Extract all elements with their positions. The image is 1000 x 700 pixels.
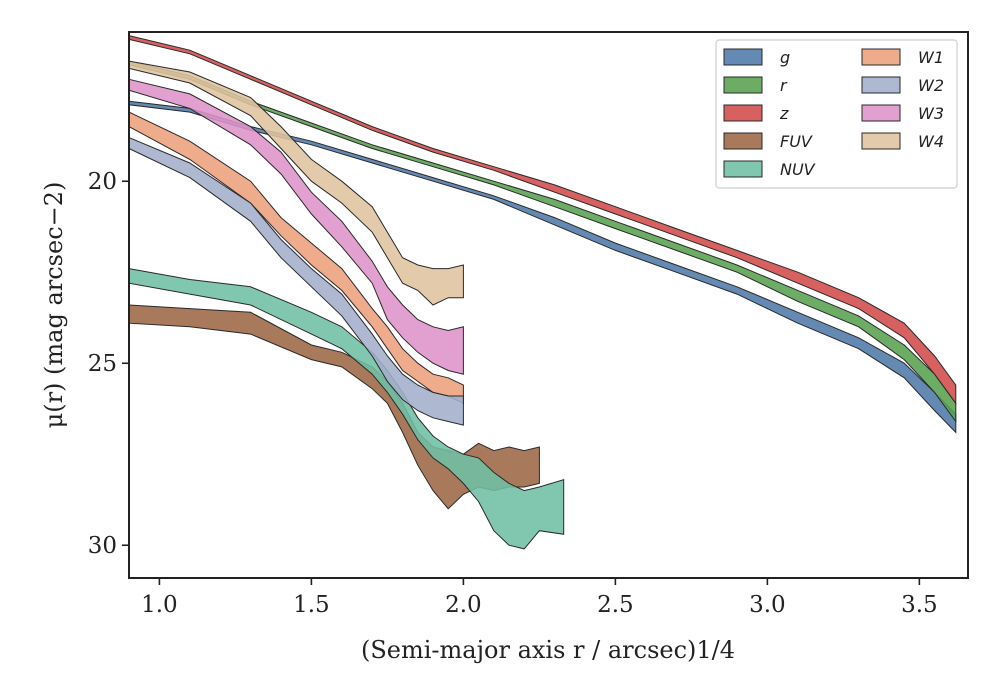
series-band-z: [128, 34, 957, 405]
x-tick-label: 3.0: [749, 592, 786, 618]
series-band-w2: [128, 136, 464, 426]
legend-item-fuv: FUV: [723, 132, 813, 151]
x-axis-title: (Semi-major axis r / arcsec)1/4: [361, 636, 735, 664]
series-band-w3: [128, 78, 464, 375]
legend-swatch: [723, 48, 763, 66]
legend-swatch: [861, 132, 901, 150]
legend-label: NUV: [780, 160, 816, 179]
legend-label: W1: [918, 48, 944, 67]
legend-label: g: [780, 48, 790, 67]
legend-swatch: [861, 104, 901, 122]
y-tick-label: 20: [88, 169, 117, 195]
y-axis: 20 25 30: [88, 169, 129, 559]
legend-swatch: [723, 104, 763, 122]
series-band-r: [128, 60, 957, 424]
legend-label: W4: [918, 132, 944, 151]
legend-item-w4: W4: [861, 132, 944, 151]
legend-label: W3: [918, 104, 944, 123]
legend-item-nuv: NUV: [723, 160, 816, 179]
legend-item-w1: W1: [861, 48, 944, 67]
legend-label: r: [780, 76, 788, 95]
legend-swatch: [861, 48, 901, 66]
legend-item-w2: W2: [861, 76, 944, 95]
legend-item-w3: W3: [861, 104, 944, 123]
legend-item-g: g: [723, 48, 790, 67]
legend-swatch: [723, 76, 763, 94]
x-tick-label: 1.0: [141, 592, 178, 618]
legend-label: z: [779, 104, 789, 123]
legend: grz FUV NUV W1 W2 W3 W4: [715, 39, 958, 189]
x-tick-label: 2.5: [597, 592, 634, 618]
x-tick-label: 3.5: [901, 592, 938, 618]
y-tick-label: 30: [88, 533, 117, 559]
legend-swatch: [723, 132, 763, 150]
y-tick-label: 25: [88, 351, 117, 377]
y-axis-title: μ(r) (mag arcsec−2): [40, 182, 68, 429]
legend-swatch: [861, 76, 901, 94]
legend-swatch: [723, 160, 763, 178]
x-axis: 1.0 1.5 2.0 2.5 3.0 3.5: [141, 578, 938, 618]
series-layer: [128, 34, 957, 550]
series-band-g: [128, 100, 957, 434]
x-tick-label: 1.5: [293, 592, 330, 618]
plot-frame: [128, 31, 969, 579]
legend-item-z: z: [723, 104, 789, 123]
legend-label: FUV: [780, 132, 813, 151]
x-tick-label: 2.0: [445, 592, 482, 618]
legend-label: W2: [918, 76, 944, 95]
series-band-w4: [128, 60, 464, 306]
legend-item-r: r: [723, 76, 788, 95]
